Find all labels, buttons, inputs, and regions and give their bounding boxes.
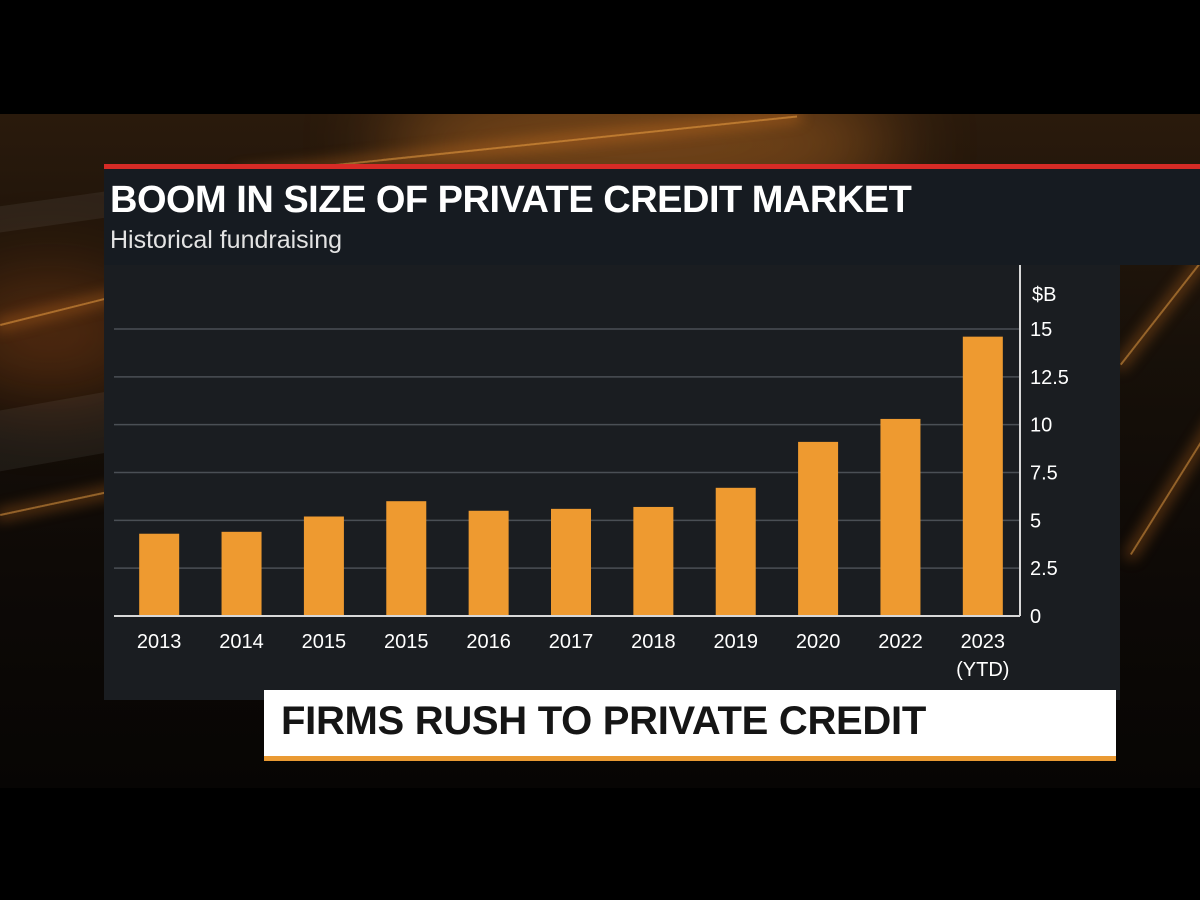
x-tick-label: 2023	[961, 631, 1006, 653]
x-tick-label: 2016	[466, 631, 511, 653]
broadcast-background: BOOM IN SIZE OF PRIVATE CREDIT MARKET Hi…	[0, 114, 1200, 788]
x-tick-sublabel: (YTD)	[956, 659, 1009, 681]
bar	[221, 531, 262, 616]
y-tick-label: 7.5	[1030, 463, 1058, 485]
light-streak	[1130, 418, 1200, 556]
x-tick-label: 2014	[219, 631, 264, 653]
bar	[139, 533, 180, 616]
y-tick-label: 15	[1030, 319, 1052, 341]
x-tick-label: 2019	[713, 631, 758, 653]
bar-chart: 0 2.5 5 7.5 10 12.5 15 $B 2013 2014 2015 2015 2016 20…	[114, 265, 1069, 681]
title-panel: BOOM IN SIZE OF PRIVATE CREDIT MARKET Hi…	[104, 164, 1200, 265]
bar	[468, 510, 509, 616]
x-tick-label: 2013	[137, 631, 182, 653]
x-tick-label: 2022	[878, 631, 923, 653]
bar	[303, 516, 344, 616]
chart-panel: 0 2.5 5 7.5 10 12.5 15 $B 2013 2014 2015 2015 2016 20…	[104, 265, 1120, 700]
x-tick-label: 2018	[631, 631, 676, 653]
y-tick-label: 5	[1030, 510, 1041, 532]
light-streak	[1120, 253, 1200, 366]
bar	[551, 508, 591, 616]
x-tick-label: 2015	[384, 631, 429, 653]
y-axis-unit-label: $B	[1032, 284, 1056, 306]
bar	[962, 336, 1003, 616]
y-tick-label: 10	[1030, 415, 1052, 437]
y-tick-label: 0	[1030, 606, 1041, 628]
chart-subtitle: Historical fundraising	[110, 226, 343, 254]
x-tick-label: 2020	[796, 631, 841, 653]
bar	[386, 501, 427, 616]
y-tick-label: 12.5	[1030, 367, 1069, 389]
y-tick-label: 2.5	[1030, 558, 1058, 580]
chart-title: BOOM IN SIZE OF PRIVATE CREDIT MARKET	[110, 179, 912, 221]
lower-third-banner: FIRMS RUSH TO PRIVATE CREDIT	[264, 690, 1116, 761]
bar	[715, 487, 756, 616]
bar	[880, 418, 921, 616]
bar	[798, 441, 839, 616]
bar	[633, 506, 674, 616]
x-tick-label: 2015	[302, 631, 347, 653]
lower-third-headline: FIRMS RUSH TO PRIVATE CREDIT	[281, 699, 926, 743]
x-tick-label: 2017	[549, 631, 594, 653]
